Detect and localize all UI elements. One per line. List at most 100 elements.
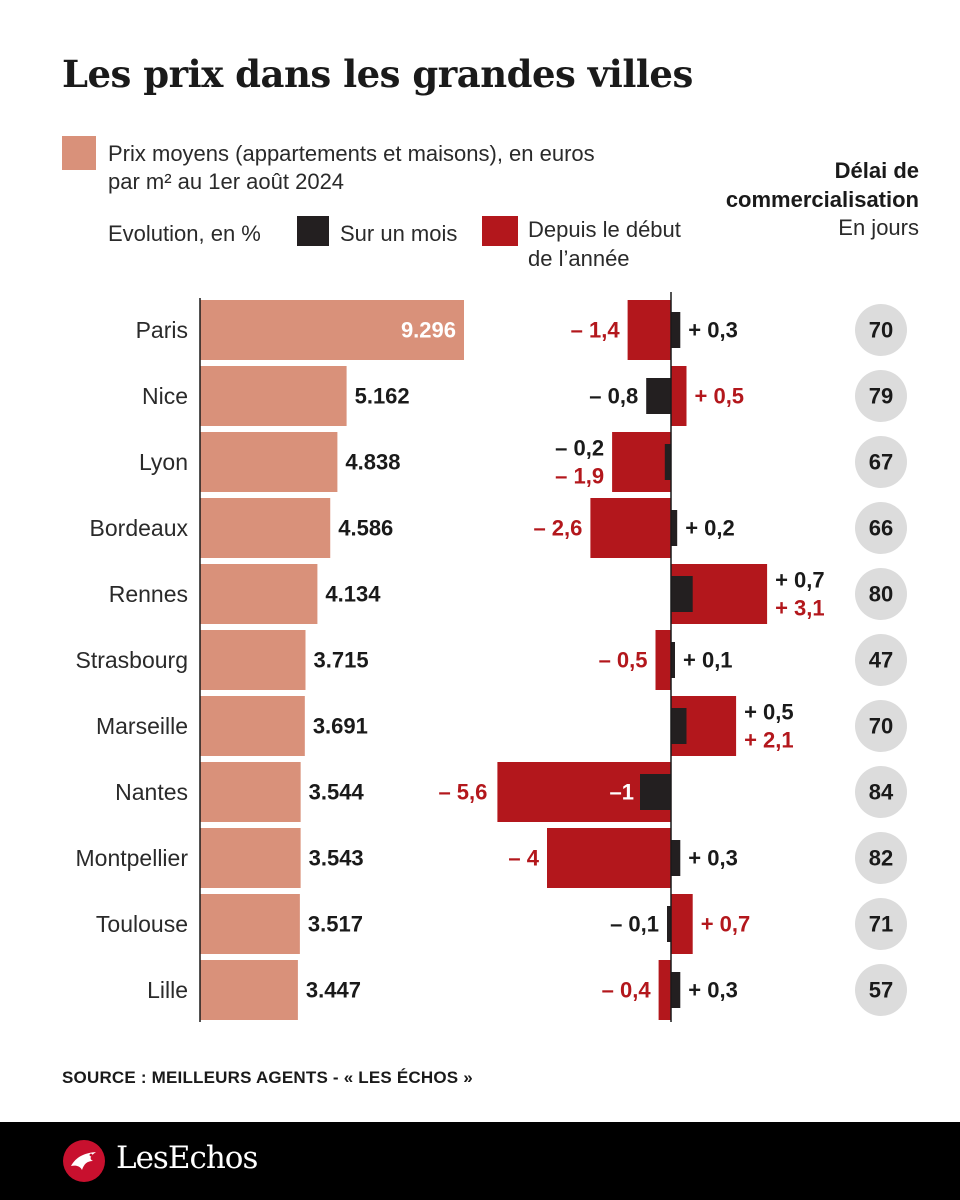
legend-month-label: Sur un mois (340, 221, 458, 246)
month-label-lyon: – 0,2 (555, 436, 604, 461)
delai-label-rennes: 80 (869, 582, 893, 607)
month-bar-bordeaux (671, 510, 678, 546)
delai-circle-toulouse (855, 898, 907, 950)
price-label-lyon: 4.838 (345, 450, 400, 475)
month-label-rennes: + 0,7 (775, 568, 825, 593)
year-bar-strasbourg (655, 630, 671, 690)
price-label-paris: 9.296 (401, 318, 456, 343)
month-bar-rennes (671, 576, 693, 612)
year-label-lille: – 0,4 (602, 978, 652, 1003)
price-label-bordeaux: 4.586 (338, 516, 393, 541)
delai-label-bordeaux: 66 (869, 516, 893, 541)
year-bar-lyon (612, 432, 671, 492)
month-label-marseille: + 0,5 (744, 700, 794, 725)
month-bar-nantes (640, 774, 671, 810)
price-label-montpellier: 3.543 (309, 846, 364, 871)
year-label-nice: + 0,5 (695, 384, 745, 409)
year-label-rennes: + 3,1 (775, 596, 825, 621)
price-bar-nantes (200, 762, 301, 822)
price-bar-toulouse (200, 894, 300, 954)
legend-evolution-label: Evolution, en % (108, 221, 261, 246)
year-label-paris: – 1,4 (571, 318, 621, 343)
city-label-toulouse: Toulouse (96, 911, 188, 937)
month-bar-lille (671, 972, 681, 1008)
city-label-nice: Nice (142, 383, 188, 409)
delai-circle-paris (855, 304, 907, 356)
delai-title-line2: commercialisation (725, 187, 919, 212)
month-bar-paris (671, 312, 681, 348)
month-bar-toulouse (667, 906, 671, 942)
delai-circle-nice (855, 370, 907, 422)
legend-price-line2: par m² au 1er août 2024 (108, 169, 345, 194)
delai-circle-rennes (855, 568, 907, 620)
month-bar-lyon (664, 444, 671, 480)
month-label-strasbourg: + 0,1 (683, 648, 733, 673)
delai-label-strasbourg: 47 (869, 648, 893, 673)
city-label-lille: Lille (147, 977, 188, 1003)
price-bar-lille (200, 960, 298, 1020)
delai-label-nice: 79 (869, 384, 893, 409)
price-bar-strasbourg (200, 630, 306, 690)
city-label-paris: Paris (136, 317, 188, 343)
year-bar-toulouse (671, 894, 693, 954)
city-label-strasbourg: Strasbourg (75, 647, 188, 673)
delai-unit: En jours (838, 215, 919, 240)
month-bar-nice (646, 378, 671, 414)
year-bar-paris (627, 300, 671, 360)
delai-circle-montpellier (855, 832, 907, 884)
legend-price-line1: Prix moyens (appartements et maisons), e… (108, 141, 595, 166)
price-label-nantes: 3.544 (309, 780, 365, 805)
delai-circle-marseille (855, 700, 907, 752)
legend-year-label-line1: Depuis le début (528, 217, 681, 242)
delai-label-marseille: 70 (869, 714, 893, 739)
price-bar-marseille (200, 696, 305, 756)
price-bar-nice (200, 366, 347, 426)
price-bar-bordeaux (200, 498, 331, 558)
city-label-bordeaux: Bordeaux (90, 515, 189, 541)
year-bar-lille (658, 960, 671, 1020)
price-label-toulouse: 3.517 (308, 912, 363, 937)
year-label-strasbourg: – 0,5 (599, 648, 648, 673)
month-bar-marseille (671, 708, 687, 744)
price-bar-rennes (200, 564, 318, 624)
month-bar-montpellier (671, 840, 681, 876)
city-label-montpellier: Montpellier (76, 845, 189, 871)
delai-circle-lyon (855, 436, 907, 488)
month-label-bordeaux: + 0,2 (685, 516, 735, 541)
delai-label-montpellier: 82 (869, 846, 893, 871)
year-label-marseille: + 2,1 (744, 728, 794, 753)
chart-title: Les prix dans les grandes villes (62, 52, 693, 96)
price-bar-paris (200, 300, 464, 360)
delai-title-line1: Délai de (834, 158, 919, 183)
price-label-nice: 5.162 (355, 384, 410, 409)
city-label-marseille: Marseille (96, 713, 188, 739)
delai-circle-strasbourg (855, 634, 907, 686)
price-label-rennes: 4.134 (325, 582, 381, 607)
delai-circle-nantes (855, 766, 907, 818)
month-label-paris: + 0,3 (688, 318, 738, 343)
delai-label-toulouse: 71 (869, 912, 893, 937)
month-label-montpellier: + 0,3 (688, 846, 738, 871)
delai-label-paris: 70 (869, 318, 893, 343)
month-label-nantes: –1 (610, 780, 634, 805)
price-label-lille: 3.447 (306, 978, 361, 1003)
city-label-nantes: Nantes (115, 779, 188, 805)
legend-swatch-price (62, 136, 96, 170)
brand-wordmark: LesEchos (116, 1140, 258, 1176)
year-bar-nice (671, 366, 687, 426)
price-label-marseille: 3.691 (313, 714, 368, 739)
month-label-toulouse: – 0,1 (610, 912, 659, 937)
legend-swatch-month (297, 216, 329, 246)
month-bar-strasbourg (671, 642, 675, 678)
year-bar-montpellier (547, 828, 671, 888)
source-note: SOURCE : MEILLEURS AGENTS - « LES ÉCHOS … (62, 1068, 473, 1087)
year-label-toulouse: + 0,7 (701, 912, 751, 937)
year-label-lyon: – 1,9 (555, 464, 604, 489)
delai-circle-bordeaux (855, 502, 907, 554)
price-bar-montpellier (200, 828, 301, 888)
les-echos-logo-icon (63, 1140, 105, 1182)
price-bar-lyon (200, 432, 338, 492)
delai-label-nantes: 84 (869, 780, 894, 805)
delai-circle-lille (855, 964, 907, 1016)
legend-swatch-year (482, 216, 518, 246)
